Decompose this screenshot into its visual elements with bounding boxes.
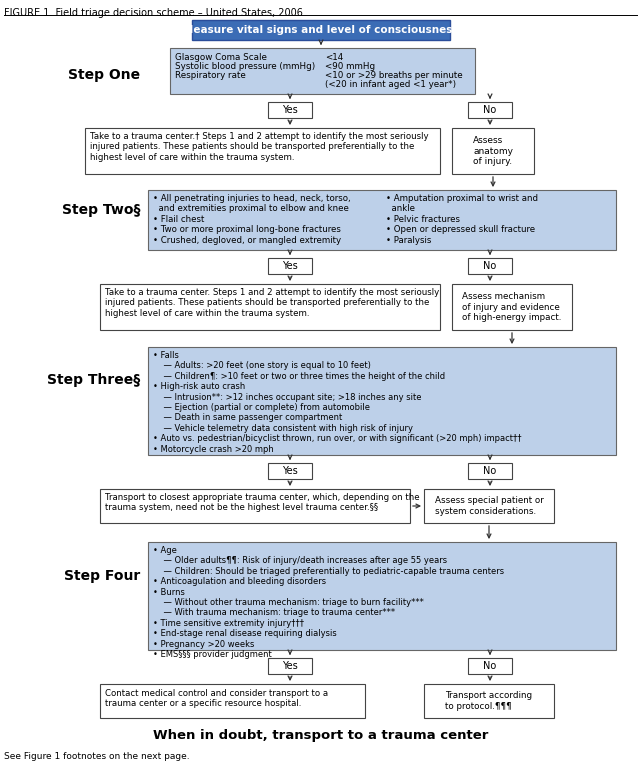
FancyBboxPatch shape <box>468 102 512 118</box>
FancyBboxPatch shape <box>148 542 616 650</box>
Text: <90 mmHg: <90 mmHg <box>325 62 375 71</box>
FancyBboxPatch shape <box>424 684 554 718</box>
Text: Step One: Step One <box>68 68 140 82</box>
Text: Yes: Yes <box>282 105 298 115</box>
Text: Systolic blood pressure (mmHg): Systolic blood pressure (mmHg) <box>175 62 315 71</box>
Text: Contact medical control and consider transport to a
trauma center or a specific : Contact medical control and consider tra… <box>105 689 328 708</box>
Text: Assess special patient or
system considerations.: Assess special patient or system conside… <box>435 497 544 516</box>
Text: Take to a trauma center. Steps 1 and 2 attempt to identify the most seriously
in: Take to a trauma center. Steps 1 and 2 a… <box>105 288 439 318</box>
Text: Yes: Yes <box>282 466 298 476</box>
FancyBboxPatch shape <box>452 128 534 174</box>
Text: No: No <box>483 105 497 115</box>
Text: Step Two§: Step Two§ <box>62 203 140 217</box>
Text: • Amputation proximal to wrist and
  ankle
• Pelvic fractures
• Open or depresse: • Amputation proximal to wrist and ankle… <box>386 194 538 244</box>
Text: See Figure 1 footnotes on the next page.: See Figure 1 footnotes on the next page. <box>4 752 190 761</box>
FancyBboxPatch shape <box>268 258 312 274</box>
Text: Yes: Yes <box>282 261 298 271</box>
Text: <14: <14 <box>325 53 343 62</box>
Text: Measure vital signs and level of consciousness: Measure vital signs and level of conscio… <box>183 25 459 35</box>
Text: Respiratory rate: Respiratory rate <box>175 71 246 80</box>
Text: Step Four: Step Four <box>63 569 140 583</box>
FancyBboxPatch shape <box>268 658 312 674</box>
Text: No: No <box>483 466 497 476</box>
Text: Transport to closest appropriate trauma center, which, depending on the
trauma s: Transport to closest appropriate trauma … <box>105 493 420 512</box>
Text: FIGURE 1. Field triage decision scheme – United States, 2006: FIGURE 1. Field triage decision scheme –… <box>4 8 303 18</box>
Text: (<20 in infant aged <1 year*): (<20 in infant aged <1 year*) <box>325 80 456 89</box>
Text: • Falls
    — Adults: >20 feet (one story is equal to 10 feet)
    — Children¶: : • Falls — Adults: >20 feet (one story is… <box>153 351 522 454</box>
FancyBboxPatch shape <box>452 284 572 330</box>
FancyBboxPatch shape <box>148 347 616 455</box>
FancyBboxPatch shape <box>468 258 512 274</box>
Text: When in doubt, transport to a trauma center: When in doubt, transport to a trauma cen… <box>153 729 488 742</box>
Text: Step Three§: Step Three§ <box>47 373 140 387</box>
FancyBboxPatch shape <box>268 102 312 118</box>
FancyBboxPatch shape <box>100 489 410 523</box>
FancyBboxPatch shape <box>100 284 440 330</box>
FancyBboxPatch shape <box>468 463 512 479</box>
FancyBboxPatch shape <box>424 489 554 523</box>
Text: No: No <box>483 261 497 271</box>
Text: • All penetrating injuries to head, neck, torso,
  and extremities proximal to e: • All penetrating injuries to head, neck… <box>153 194 351 244</box>
Text: <10 or >29 breaths per minute: <10 or >29 breaths per minute <box>325 71 463 80</box>
Text: Take to a trauma center.† Steps 1 and 2 attempt to identify the most seriously
i: Take to a trauma center.† Steps 1 and 2 … <box>90 132 429 162</box>
Text: No: No <box>483 661 497 671</box>
FancyBboxPatch shape <box>170 48 475 94</box>
Text: Assess mechanism
of injury and evidence
of high-energy impact.: Assess mechanism of injury and evidence … <box>462 292 562 322</box>
FancyBboxPatch shape <box>192 20 450 40</box>
Text: • Age
    — Older adults¶¶: Risk of injury/death increases after age 55 years
  : • Age — Older adults¶¶: Risk of injury/d… <box>153 546 504 659</box>
Text: Glasgow Coma Scale: Glasgow Coma Scale <box>175 53 267 62</box>
FancyBboxPatch shape <box>268 463 312 479</box>
Text: Assess
anatomy
of injury.: Assess anatomy of injury. <box>473 136 513 166</box>
Text: Yes: Yes <box>282 661 298 671</box>
FancyBboxPatch shape <box>85 128 440 174</box>
Text: Transport according
to protocol.¶¶¶: Transport according to protocol.¶¶¶ <box>445 691 533 711</box>
FancyBboxPatch shape <box>100 684 365 718</box>
FancyBboxPatch shape <box>468 658 512 674</box>
FancyBboxPatch shape <box>148 190 616 250</box>
